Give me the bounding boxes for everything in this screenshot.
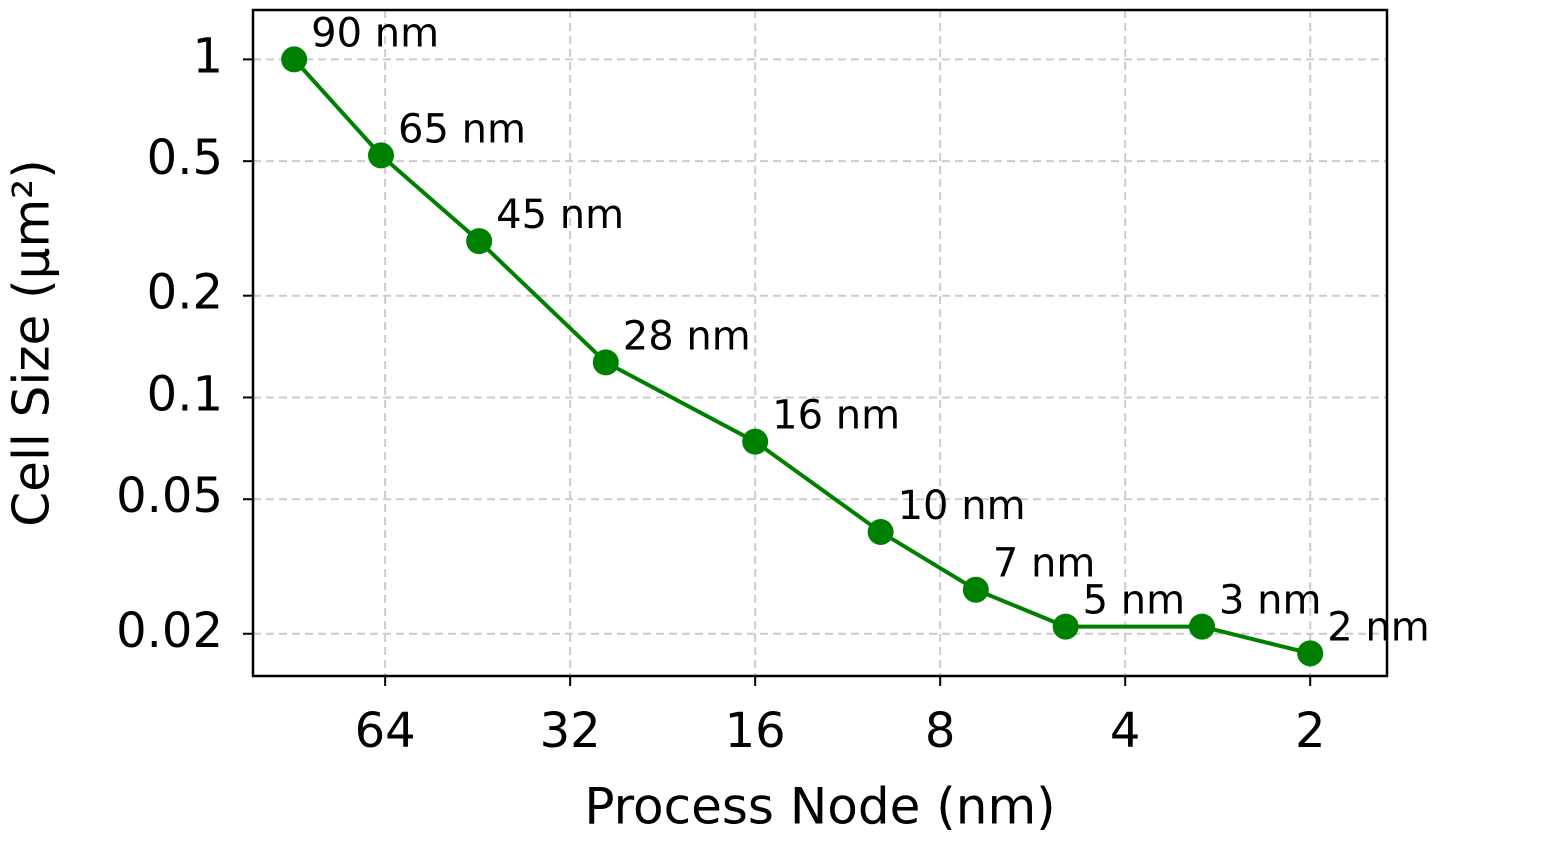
point-label: 65 nm: [398, 106, 526, 152]
point-label: 3 nm: [1219, 578, 1321, 624]
x-tick-label: 4: [1110, 703, 1141, 759]
data-point: [742, 428, 769, 455]
data-point: [466, 228, 493, 255]
data-point: [1052, 613, 1079, 640]
data-point: [1188, 613, 1215, 640]
point-label: 2 nm: [1327, 604, 1429, 650]
plot-frame: [251, 8, 1389, 678]
y-tick-label: 0.2: [147, 265, 223, 321]
x-tick-label: 16: [725, 703, 786, 759]
data-point: [281, 46, 308, 73]
y-tick-label: 1: [192, 28, 223, 84]
x-tick-label: 2: [1295, 703, 1326, 759]
data-point: [592, 349, 619, 376]
y-tick-label: 0.5: [147, 130, 223, 186]
x-tick-label: 64: [355, 703, 416, 759]
x-tick-label: 32: [540, 703, 601, 759]
data-point: [867, 518, 894, 545]
point-label: 7 nm: [993, 541, 1095, 587]
x-tick-label: 8: [925, 703, 956, 759]
point-label: 90 nm: [311, 10, 439, 56]
point-label: 10 nm: [898, 483, 1026, 529]
point-label: 5 nm: [1083, 578, 1185, 624]
x-axis-label: Process Node (nm): [584, 778, 1055, 836]
series-line: [292, 58, 1311, 656]
data-point: [1297, 640, 1324, 667]
y-tick-label: 0.05: [116, 468, 223, 524]
point-label: 16 nm: [772, 393, 900, 439]
point-label: 45 nm: [496, 192, 624, 238]
y-axis-label: Cell Size (µm²): [3, 159, 61, 526]
y-tick-label: 0.02: [116, 603, 223, 659]
data-point: [962, 576, 989, 603]
y-tick-label: 0.1: [147, 366, 223, 422]
data-point: [368, 142, 395, 169]
point-label: 28 nm: [623, 313, 751, 359]
